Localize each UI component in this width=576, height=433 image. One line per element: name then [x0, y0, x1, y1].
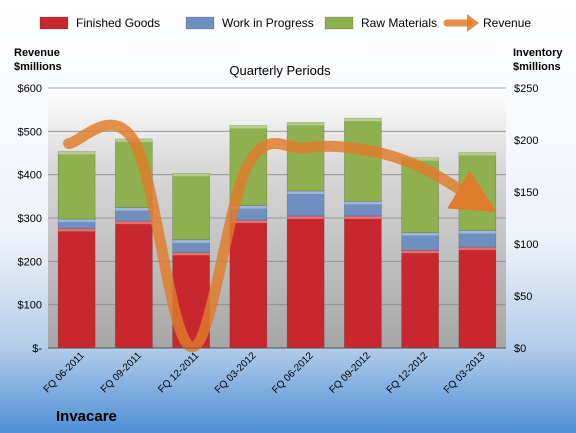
- left-tick-label: $100: [18, 300, 42, 312]
- bar-highlight: [287, 190, 325, 194]
- right-tick-label: $200: [514, 135, 538, 147]
- left-tick-label: $300: [18, 213, 42, 225]
- bar-highlight: [458, 152, 496, 156]
- bar-highlight: [458, 247, 496, 251]
- bar-highlight: [115, 207, 153, 211]
- right-tick-label: $0: [514, 343, 526, 355]
- left-tick-label: $600: [18, 83, 42, 95]
- bar-raw-materials: [172, 172, 210, 241]
- legend-swatch-finished-goods: [39, 16, 69, 30]
- bar-highlight: [287, 122, 325, 126]
- left-tick-label: $200: [18, 256, 42, 268]
- legend-swatch-raw-materials: [324, 16, 354, 30]
- right-tick-label: $250: [514, 83, 538, 95]
- right-tick-label: $100: [514, 239, 538, 251]
- bar-highlight: [58, 219, 96, 223]
- bar-highlight: [229, 220, 267, 224]
- bar-highlight: [172, 173, 210, 177]
- bar-highlight: [58, 228, 96, 232]
- legend-label: Finished Goods: [76, 16, 160, 30]
- left-tick-label: $500: [18, 126, 42, 138]
- right-tick-label: $50: [514, 291, 532, 303]
- right-axis-title-line1: Inventory: [513, 47, 563, 59]
- bar-raw-materials: [57, 151, 96, 220]
- bar-highlight: [172, 252, 210, 256]
- legend-swatch-work-in-progress: [185, 16, 215, 30]
- chart-title: Quarterly Periods: [229, 63, 331, 78]
- bar-finished-goods: [401, 249, 439, 349]
- legend-label: Revenue: [483, 16, 531, 30]
- legend-label: Raw Materials: [361, 16, 437, 30]
- right-axis-title-line2: $millions: [513, 61, 561, 73]
- legend-label: Work in Progress: [222, 16, 314, 30]
- bar-finished-goods: [229, 219, 268, 349]
- bar-highlight: [401, 232, 439, 236]
- revenue-line: [63, 119, 497, 353]
- company-name: Invacare: [56, 408, 117, 425]
- bar-highlight: [401, 250, 439, 254]
- bar-highlight: [401, 157, 439, 161]
- legend-arrow-icon: [467, 14, 479, 32]
- bar-highlight: [229, 205, 267, 209]
- bar-highlight: [287, 215, 325, 219]
- bar-raw-materials: [286, 122, 325, 192]
- bar-finished-goods: [458, 246, 497, 349]
- left-axis-title-line1: Revenue: [14, 47, 60, 59]
- bar-highlight: [344, 118, 382, 122]
- bar-highlight: [458, 230, 496, 234]
- left-axis-title-line2: $millions: [14, 61, 62, 73]
- bar-highlight: [229, 125, 267, 129]
- bar-finished-goods: [115, 220, 153, 349]
- bar-highlight: [172, 239, 210, 243]
- revenue-line-group: [63, 119, 497, 353]
- bar-work-in-progress: [286, 190, 325, 217]
- bar-finished-goods: [344, 215, 382, 349]
- legend: Finished Goods Work in Progress Raw Materi…: [39, 14, 531, 32]
- right-tick-label: $150: [514, 187, 538, 199]
- bar-highlight: [344, 201, 382, 205]
- bar-finished-goods: [57, 228, 96, 349]
- bar-highlight: [115, 221, 153, 225]
- bar-finished-goods: [286, 215, 325, 349]
- bar-highlight: [58, 151, 96, 155]
- bar-highlight: [344, 215, 382, 219]
- bar-raw-materials: [344, 117, 382, 202]
- left-tick-label: $-: [32, 343, 42, 355]
- left-tick-label: $400: [18, 170, 42, 182]
